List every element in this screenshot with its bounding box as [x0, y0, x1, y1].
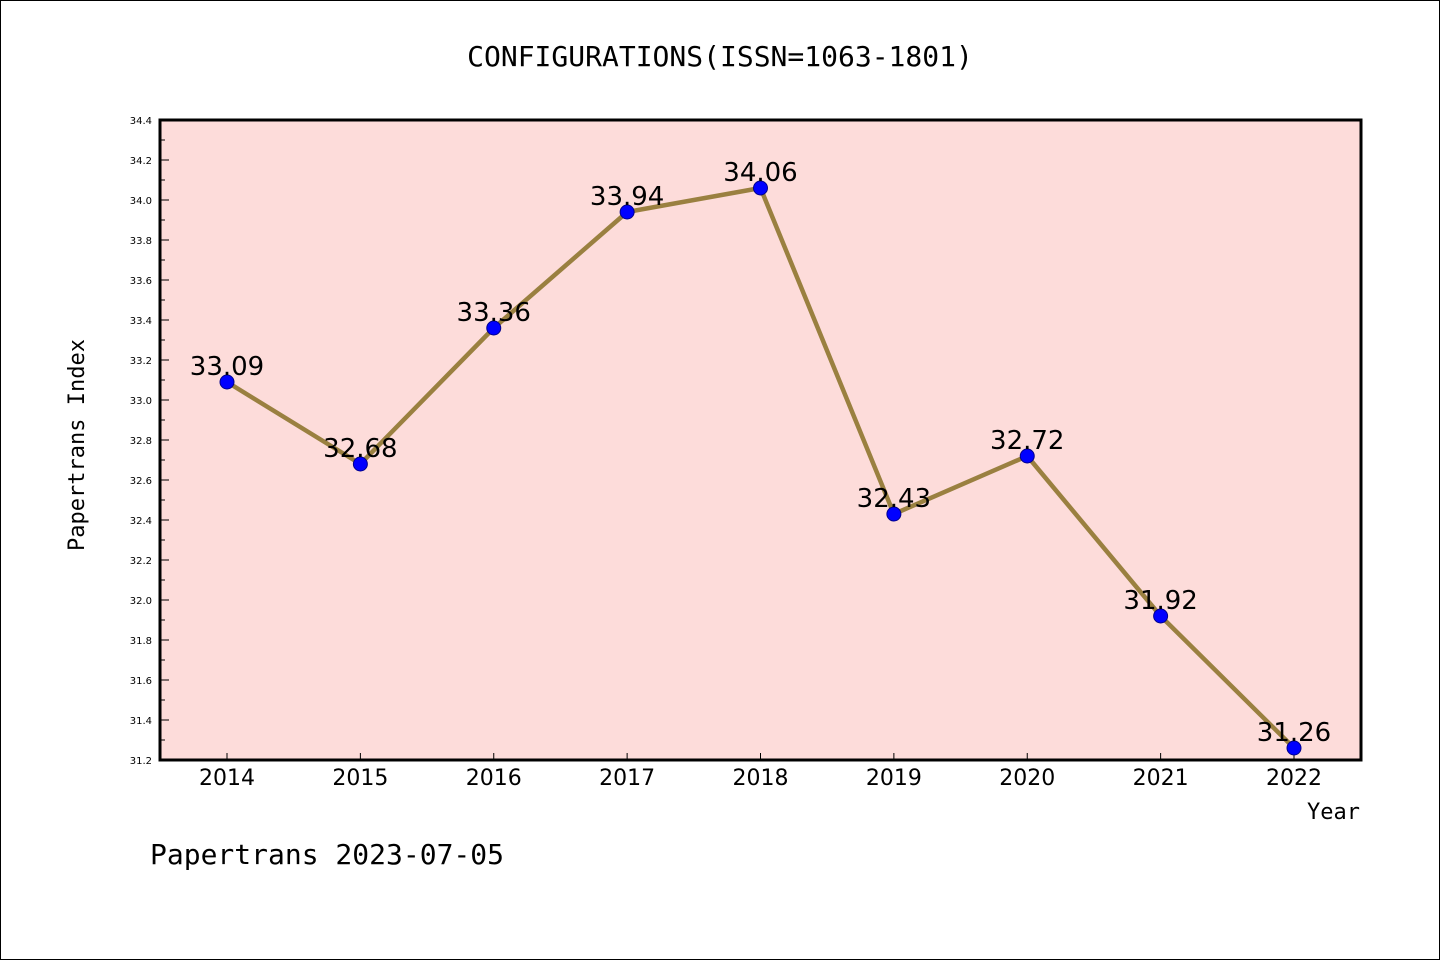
y-tick-label: 32.6 — [130, 476, 152, 487]
data-point — [1286, 740, 1302, 756]
x-tick-label: 2022 — [1266, 766, 1322, 791]
data-label: 34.06 — [723, 158, 797, 188]
y-tick-label: 33.4 — [130, 316, 152, 327]
y-tick-label: 31.2 — [130, 756, 152, 767]
plot-area — [158, 118, 1363, 762]
data-label: 33.09 — [190, 352, 264, 382]
data-point — [486, 320, 502, 336]
data-label: 32.68 — [323, 434, 397, 464]
x-tick-label: 2018 — [733, 766, 789, 791]
x-tick-label: 2014 — [199, 766, 255, 791]
data-point — [619, 204, 635, 220]
data-label: 31.26 — [1257, 718, 1331, 748]
y-tick-label: 32.4 — [130, 516, 152, 527]
data-point — [1153, 608, 1169, 624]
data-label: 31.92 — [1123, 586, 1197, 616]
y-axis-label: Papertrans Index — [65, 339, 90, 551]
x-axis-label: Year — [1307, 800, 1360, 825]
data-point — [1019, 448, 1035, 464]
x-axis: 2014 2015 2016 2017 2018 2019 2020 2021 2022 — [199, 753, 1322, 791]
series: 33.09 32.68 33.36 33.94 34.06 32.43 32.72 31.92… — [190, 158, 1331, 756]
x-tick-label: 2020 — [999, 766, 1055, 791]
y-tick-label: 34.4 — [130, 116, 152, 127]
y-tick-label: 31.4 — [130, 716, 152, 727]
y-axis: 31.2 31.4 31.6 31.8 32.0 32.2 32.4 32.6 32.8 33.0… — [130, 116, 169, 767]
y-tick-label: 33.8 — [130, 236, 152, 247]
x-tick-label: 2019 — [866, 766, 922, 791]
y-tick-label: 33.0 — [130, 396, 152, 407]
data-point — [352, 456, 368, 472]
y-tick-label: 31.6 — [130, 676, 152, 687]
x-tick-label: 2021 — [1133, 766, 1189, 791]
data-label: 33.36 — [457, 298, 531, 328]
y-tick-label: 34.0 — [130, 196, 152, 207]
y-tick-label: 32.8 — [130, 436, 152, 447]
y-tick-label: 32.0 — [130, 596, 152, 607]
y-tick-label: 34.2 — [130, 156, 152, 167]
data-label: 33.94 — [590, 182, 664, 212]
y-tick-label: 33.6 — [130, 276, 152, 287]
data-point — [219, 374, 235, 390]
y-tick-label: 31.8 — [130, 636, 152, 647]
x-tick-label: 2017 — [599, 766, 655, 791]
data-label: 32.43 — [857, 484, 931, 514]
x-tick-label: 2015 — [332, 766, 388, 791]
footer-text: Papertrans 2023-07-05 — [150, 838, 504, 871]
data-label: 32.72 — [990, 426, 1064, 456]
data-point — [886, 506, 902, 522]
data-point — [753, 180, 768, 196]
x-tick-label: 2016 — [466, 766, 522, 791]
y-tick-label: 32.2 — [130, 556, 152, 567]
chart-title: CONFIGURATIONS(ISSN=1063-1801) — [467, 40, 973, 73]
y-tick-label: 33.2 — [130, 356, 152, 367]
